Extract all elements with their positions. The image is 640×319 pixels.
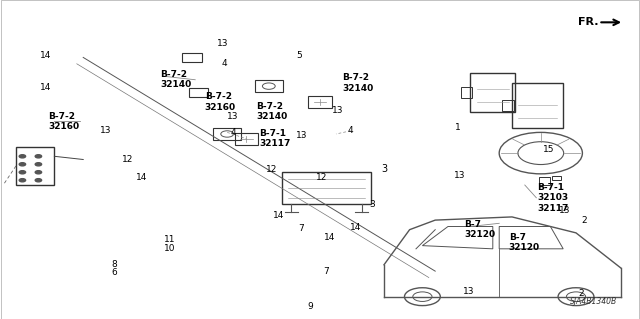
Bar — [235, 133, 258, 145]
Text: B-7-1
32103
32117: B-7-1 32103 32117 — [538, 183, 569, 213]
Circle shape — [518, 142, 564, 165]
Text: B-7-2
32160: B-7-2 32160 — [205, 93, 236, 112]
Circle shape — [404, 288, 440, 306]
Text: B-7-1
32117: B-7-1 32117 — [259, 129, 291, 148]
Bar — [189, 88, 208, 97]
Circle shape — [19, 179, 26, 182]
Circle shape — [566, 292, 586, 301]
Text: 12: 12 — [122, 155, 134, 164]
Text: 9: 9 — [308, 302, 313, 311]
Text: 13: 13 — [296, 131, 308, 140]
Text: 3: 3 — [381, 164, 387, 174]
Circle shape — [221, 131, 234, 137]
Text: 4: 4 — [221, 59, 227, 68]
Text: 14: 14 — [273, 211, 284, 220]
Text: B-7
32120: B-7 32120 — [509, 233, 540, 252]
Text: 13: 13 — [559, 206, 570, 215]
Bar — [512, 83, 563, 128]
Circle shape — [19, 155, 26, 158]
Text: B-7-2
32160: B-7-2 32160 — [48, 112, 79, 131]
Text: 13: 13 — [463, 287, 475, 296]
Bar — [255, 80, 283, 92]
Text: B-7-2
32140: B-7-2 32140 — [160, 70, 191, 89]
Circle shape — [413, 292, 432, 301]
Text: 14: 14 — [136, 173, 148, 182]
Text: 6: 6 — [111, 268, 116, 277]
Bar — [308, 96, 332, 108]
Text: SJA4B1340B: SJA4B1340B — [570, 297, 618, 306]
Circle shape — [35, 155, 42, 158]
Circle shape — [35, 171, 42, 174]
Bar — [552, 176, 561, 180]
Bar — [502, 100, 514, 111]
Text: B-7-2
32140: B-7-2 32140 — [342, 73, 374, 93]
Text: 14: 14 — [40, 51, 52, 60]
Circle shape — [35, 179, 42, 182]
Text: 13: 13 — [217, 39, 228, 48]
Bar — [213, 128, 241, 140]
Bar — [282, 172, 371, 204]
Text: 4: 4 — [348, 126, 353, 135]
Circle shape — [19, 163, 26, 166]
Text: 13: 13 — [332, 106, 344, 115]
Bar — [539, 177, 550, 185]
Text: 4: 4 — [231, 128, 236, 137]
Text: 14: 14 — [324, 233, 335, 242]
Text: 13: 13 — [454, 171, 465, 180]
Text: 12: 12 — [316, 173, 327, 182]
Text: 13: 13 — [227, 112, 239, 121]
Text: 7: 7 — [324, 267, 329, 276]
Text: 13: 13 — [100, 126, 111, 135]
Bar — [470, 73, 515, 112]
Circle shape — [262, 83, 275, 89]
Text: 3: 3 — [370, 200, 375, 209]
Text: 10: 10 — [164, 244, 175, 253]
Text: 14: 14 — [349, 223, 361, 232]
Text: 2: 2 — [581, 216, 586, 225]
Text: 12: 12 — [266, 165, 278, 174]
Text: 5: 5 — [297, 51, 302, 60]
Text: FR.: FR. — [578, 17, 598, 27]
Text: 2: 2 — [579, 289, 584, 298]
Text: 7: 7 — [298, 224, 303, 233]
Circle shape — [19, 171, 26, 174]
Bar — [461, 87, 472, 98]
Bar — [16, 147, 54, 185]
Text: B-7
32120: B-7 32120 — [464, 220, 495, 239]
Text: B-7-2
32140: B-7-2 32140 — [256, 102, 287, 121]
Text: 11: 11 — [164, 235, 175, 244]
Text: 15: 15 — [543, 145, 555, 154]
Circle shape — [558, 288, 594, 306]
Text: 1: 1 — [455, 123, 460, 132]
Circle shape — [499, 132, 582, 174]
Bar — [182, 53, 202, 62]
Text: 14: 14 — [40, 83, 52, 92]
Circle shape — [35, 163, 42, 166]
Text: 8: 8 — [111, 260, 116, 269]
